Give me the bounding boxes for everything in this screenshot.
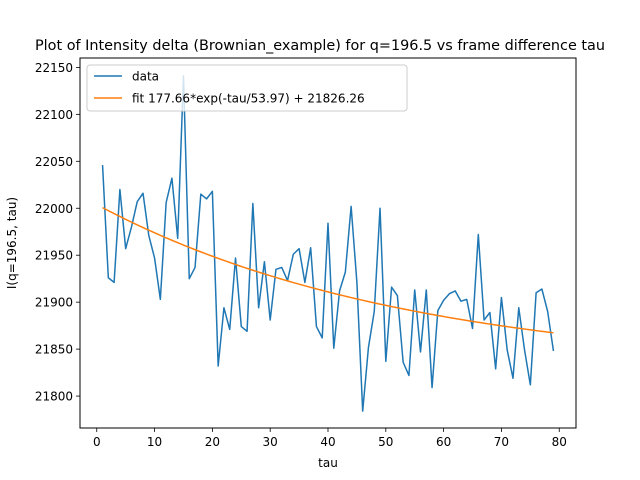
plot-clip-group (101, 75, 555, 412)
y-tick-label: 22150 (35, 61, 73, 75)
chart-title: Plot of Intensity delta (Brownian_exampl… (35, 38, 605, 54)
x-tick-label: 80 (552, 435, 567, 449)
y-axis-label: I(q=196.5, tau) (5, 197, 19, 289)
x-tick-label: 30 (263, 435, 278, 449)
x-tick-label: 20 (205, 435, 220, 449)
series-line-fit (102, 206, 554, 334)
x-tick-label: 40 (320, 435, 335, 449)
y-tick-label: 21800 (35, 390, 73, 404)
y-tick-label: 21850 (35, 343, 73, 357)
y-tick-label: 22100 (35, 108, 73, 122)
legend-label-data: data (132, 70, 159, 84)
plot-frame (79, 57, 577, 429)
y-tick-label: 22000 (35, 202, 73, 216)
x-tick-label: 10 (147, 435, 162, 449)
y-tick-label: 21900 (35, 296, 73, 310)
y-tick-label: 21950 (35, 249, 73, 263)
x-tick-label: 70 (494, 435, 509, 449)
series-line-data (101, 75, 555, 412)
x-tick-label: 0 (93, 435, 101, 449)
series-layer (101, 75, 555, 412)
y-tick-label: 22050 (35, 155, 73, 169)
x-tick-label: 60 (436, 435, 451, 449)
legend-label-fit: fit 177.66*exp(-tau/53.97) + 21826.26 (132, 92, 365, 106)
x-tick-label: 50 (378, 435, 393, 449)
y-axis-ticks: 21800 21850 21900 21950 22000 22050 22100 22150 (35, 61, 80, 404)
legend: data fit 177.66*exp(-tau/53.97) + 21826.… (86, 64, 408, 112)
legend-box (86, 64, 408, 112)
x-axis-label: tau (318, 456, 338, 470)
x-axis-ticks: 0 10 20 30 40 50 60 70 80 (93, 428, 567, 449)
